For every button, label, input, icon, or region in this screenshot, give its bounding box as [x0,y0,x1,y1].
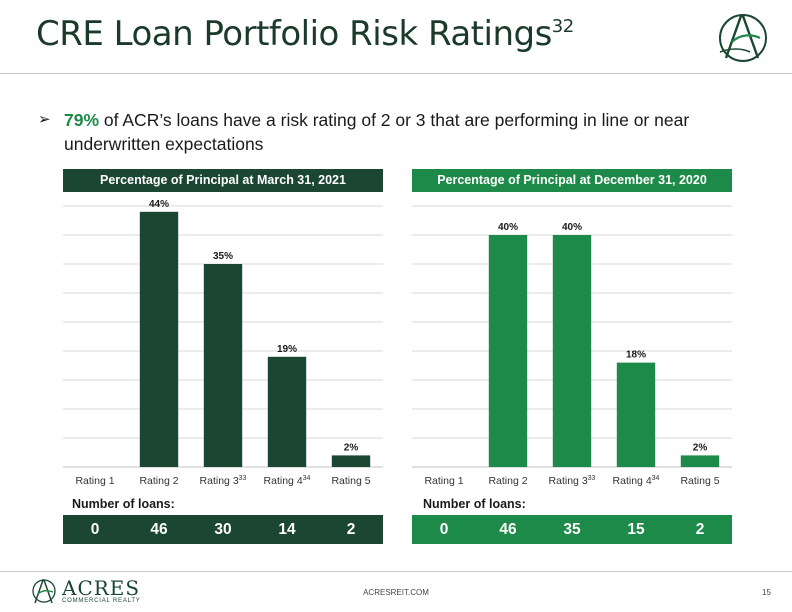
bar-rating-4 [616,362,656,467]
footer-brand: ACRES [62,576,141,600]
chart-title-december-2020: Percentage of Principal at December 31, … [412,169,732,192]
acres-footer-logo-icon [32,579,56,604]
loan-count-rating-2: 46 [499,521,517,538]
bar-rating-2 [139,211,179,467]
loan-count-rating-3: 30 [214,521,232,538]
category-label: Rating 2 [488,475,527,487]
category-label: Rating 2 [139,475,178,487]
page-number: 15 [762,588,771,597]
category-footnote: 33 [239,475,247,482]
key-point-percentage: 79% [64,110,100,130]
data-label: 40% [562,222,582,233]
loan-count-rating-5: 2 [695,521,705,538]
footer-website[interactable]: ACRESREIT.COM [363,588,429,597]
loans-label-december-2020: Number of loans: [423,497,526,511]
page-title-text: CRE Loan Portfolio Risk Ratings [36,14,552,54]
footer-divider [0,571,792,572]
loans-label-march-2021: Number of loans: [72,497,175,511]
loan-count-rating-4: 14 [278,521,296,538]
category-label: Rating 5 [680,475,719,487]
category-footnote: 34 [303,475,311,482]
data-label: 19% [277,344,297,355]
key-point-body: of ACR’s loans have a risk rating of 2 o… [64,110,690,154]
loan-counts-december-2020: 0 46 35 15 2 [412,515,732,544]
loan-count-rating-2: 46 [150,521,168,538]
category-label: Rating 333 [549,475,596,487]
data-label: 40% [498,222,518,233]
category-label: Rating 1 [424,475,463,487]
category-label: Rating 1 [75,475,114,487]
title-divider [0,73,792,74]
chart-title-march-2021: Percentage of Principal at March 31, 202… [63,169,383,192]
title-footnote: 32 [551,16,574,37]
loan-count-rating-5: 2 [346,521,356,538]
footer-brand-subtitle: COMMERCIAL REALTY [62,598,141,604]
bar-chart-december-2020: Rating 1 40% Rating 2 40% Rating 333 18% Ratin… [412,205,732,487]
data-label: 44% [149,199,169,210]
key-point-text: 79% of ACR’s loans have a risk rating of… [38,108,738,156]
loan-count-rating-4: 15 [627,521,645,538]
data-label: 2% [693,442,708,453]
category-label: Rating 5 [331,475,370,487]
bar-rating-3 [203,264,243,467]
loan-count-rating-1: 0 [439,521,449,538]
category-footnote: 33 [588,475,596,482]
page-title: CRE Loan Portfolio Risk Ratings32 [36,14,574,54]
key-point: ➢ 79% of ACR’s loans have a risk rating … [38,108,738,156]
bar-rating-2 [488,235,528,467]
data-label: 35% [213,251,233,262]
bar-rating-4 [267,356,307,467]
category-label: Rating 434 [264,475,311,487]
bar-chart-march-2021: Rating 1 44% Rating 2 35% Rating 333 19% Ratin… [63,199,383,487]
bar-rating-3 [552,235,592,467]
loan-counts-march-2021: 0 46 30 14 2 [63,515,383,544]
category-label: Rating 333 [200,475,247,487]
arrow-bullet-icon: ➢ [38,111,51,128]
loan-count-rating-1: 0 [90,521,100,538]
data-label: 18% [626,350,646,361]
loan-count-rating-3: 35 [563,521,581,538]
bar-rating-5 [331,455,371,467]
acres-logo-icon [719,14,767,62]
category-footnote: 34 [652,475,660,482]
bar-rating-5 [680,455,720,467]
category-label: Rating 434 [613,475,660,487]
data-label: 2% [344,442,359,453]
